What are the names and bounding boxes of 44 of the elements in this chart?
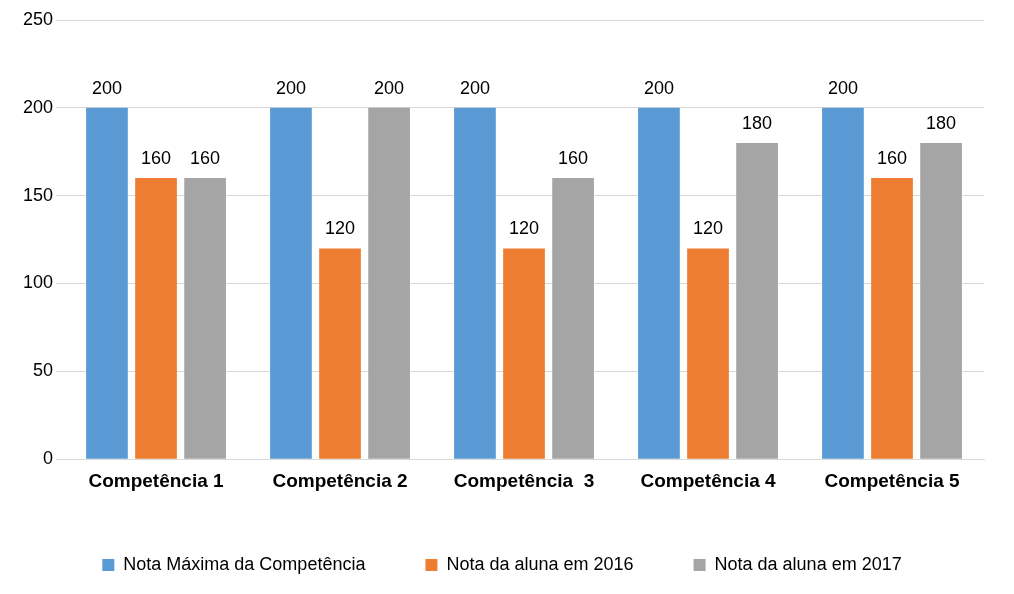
- data-label: 120: [325, 218, 356, 239]
- legend-label: Nota da aluna em 2017: [714, 553, 902, 574]
- data-label: 200: [275, 77, 306, 98]
- x-tick-label: Competência 5: [824, 469, 961, 491]
- bar: [503, 248, 545, 459]
- x-tick-label: Competência 1: [88, 469, 225, 491]
- data-label: 200: [459, 77, 490, 98]
- data-label: 160: [141, 148, 172, 169]
- bar: [319, 248, 361, 459]
- bar: [736, 142, 778, 459]
- bar: [135, 178, 177, 459]
- data-label: 200: [374, 77, 405, 98]
- data-label: 200: [91, 77, 122, 98]
- y-tick-label: 100: [22, 272, 54, 293]
- bar: [454, 107, 496, 459]
- bar: [822, 107, 864, 459]
- data-label: 120: [508, 218, 540, 239]
- data-label: 160: [190, 148, 221, 169]
- y-tick-label: 250: [22, 8, 54, 29]
- data-label: 180: [742, 112, 773, 133]
- x-tick-label: Competência 4: [640, 469, 777, 491]
- bar: [368, 107, 410, 459]
- legend-label: Nota Máxima da Competência: [123, 553, 367, 574]
- data-label: 160: [558, 148, 589, 169]
- bar: [552, 178, 594, 459]
- bar: [184, 178, 226, 459]
- x-tick-label: Competência 3: [453, 469, 595, 491]
- bar: [871, 178, 913, 459]
- legend-label: Nota da aluna em 2016: [446, 553, 634, 574]
- data-label: 200: [643, 77, 674, 98]
- y-tick-label: 200: [22, 96, 54, 117]
- data-label: 120: [692, 218, 724, 239]
- y-tick-label: 150: [22, 184, 54, 205]
- bar: [638, 107, 680, 459]
- data-label: 200: [827, 77, 858, 98]
- y-tick-label: 0: [43, 448, 54, 469]
- bar: [687, 248, 729, 459]
- data-label: 180: [926, 112, 957, 133]
- y-tick-label: 50: [33, 360, 54, 381]
- x-tick-label: Competência 2: [272, 469, 408, 491]
- bar: [920, 142, 962, 459]
- bar: [270, 107, 312, 459]
- bar: [86, 107, 128, 459]
- data-label: 160: [876, 148, 908, 169]
